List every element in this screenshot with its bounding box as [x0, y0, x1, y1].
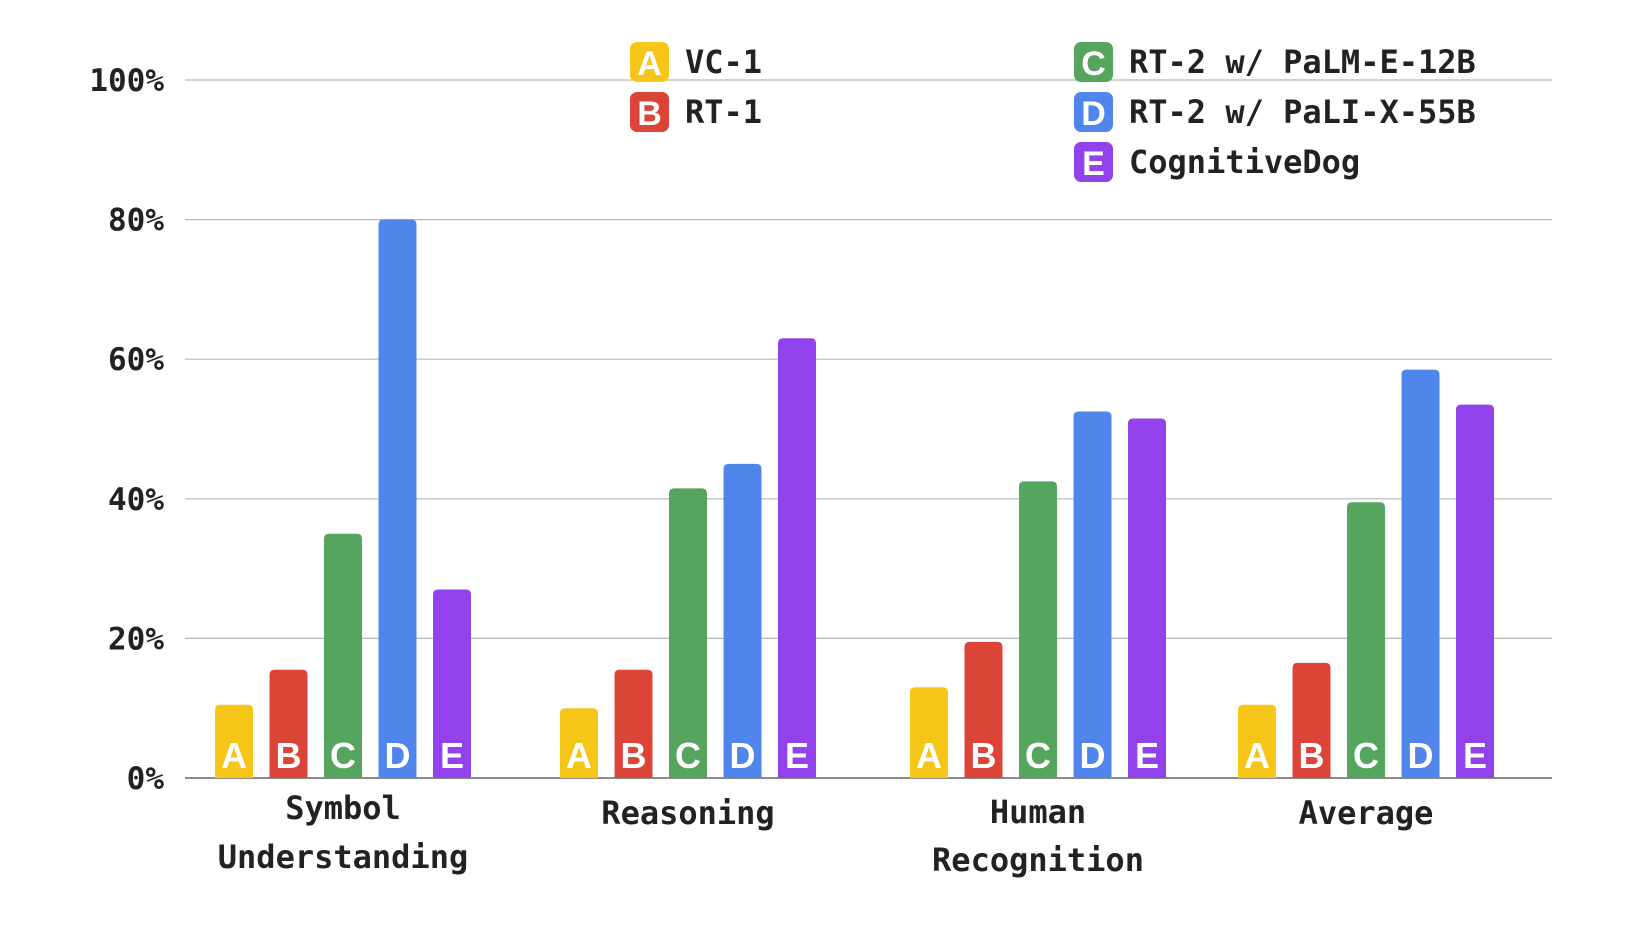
bar-d: [1401, 369, 1440, 778]
bar-letter-label: B: [621, 735, 647, 776]
bar-letter-label: C: [675, 735, 701, 776]
bar-letter-label: E: [785, 735, 809, 776]
x-category-label: Understanding: [218, 838, 468, 876]
bars: A A A AB B B BC C C CD D D DE E E E: [215, 219, 1494, 779]
legend-item: D RT-2 w/ PaLI-X-55B: [1074, 92, 1476, 133]
bar-b: [1292, 662, 1331, 778]
legend-item: C RT-2 w/ PaLM-E-12B: [1074, 42, 1476, 83]
bar-e: [1456, 404, 1494, 778]
x-category-label: Reasoning: [601, 794, 774, 832]
legend-label: CognitiveDog: [1129, 143, 1360, 181]
bar-c: [324, 533, 362, 778]
bar-letter-label: A: [566, 735, 592, 776]
bar-d: [723, 463, 762, 778]
legend-item: A VC-1: [630, 42, 762, 83]
legend-label: RT-2 w/ PaLI-X-55B: [1129, 93, 1476, 131]
bar-a: [910, 687, 948, 778]
bar-b: [269, 669, 308, 778]
legend-swatch: [630, 42, 669, 82]
bar-letter-label: C: [1353, 735, 1379, 776]
bar-letter-label: A: [1244, 735, 1270, 776]
legend-swatch: [630, 92, 669, 132]
bar-d: [1073, 411, 1112, 778]
x-category-label: Recognition: [932, 841, 1144, 879]
bar-b: [964, 641, 1003, 778]
bar-letter-label: E: [1135, 735, 1159, 776]
legend-swatch: [1074, 142, 1113, 182]
x-category-label: Average: [1299, 794, 1434, 832]
bar-letter-label: B: [971, 735, 997, 776]
bar-c: [1347, 502, 1385, 778]
legend-key-letter: E: [1082, 145, 1105, 183]
bar-b: [614, 669, 653, 778]
legend-swatch: [1074, 42, 1113, 82]
bar-letter-label: D: [730, 735, 756, 776]
bar-letter-label: B: [1299, 735, 1325, 776]
legend-key-letter: A: [637, 45, 662, 83]
legend: A VC-1 B RT-1 C RT-2 w/ PaLM-E-12B D RT-2 w/ Pa…: [630, 42, 1476, 183]
bar-letter-label: D: [1408, 735, 1434, 776]
x-category-label: Symbol: [285, 789, 401, 827]
bar-letter-label: C: [330, 735, 356, 776]
legend-key-letter: D: [1081, 95, 1106, 133]
x-axis-labels: Symbol Understanding Reasoning Human Recogni…: [218, 789, 1434, 879]
y-tick-label: 60%: [108, 342, 164, 378]
legend-item: E CognitiveDog: [1074, 142, 1360, 183]
bar-letter-label: A: [916, 735, 942, 776]
bar-a: [215, 704, 253, 778]
bar-c: [669, 488, 707, 778]
bar-letter-label: A: [221, 735, 247, 776]
bar-a: [560, 708, 598, 778]
y-tick-label: 0%: [127, 761, 165, 797]
bar-letter-label: D: [1080, 735, 1106, 776]
y-tick-label: 80%: [108, 203, 164, 239]
y-tick-label: 100%: [89, 63, 164, 99]
bar-letter-label: D: [385, 735, 411, 776]
legend-label: VC-1: [685, 43, 762, 81]
bar-e: [1128, 418, 1166, 778]
bar-letter-label: B: [276, 735, 302, 776]
y-axis-ticks: 0% 20% 40% 60% 80% 100%: [89, 63, 164, 797]
bar-e: [433, 589, 471, 778]
legend-label: RT-1: [685, 93, 762, 131]
bar-c: [1019, 481, 1057, 778]
legend-label: RT-2 w/ PaLM-E-12B: [1129, 43, 1476, 81]
y-tick-label: 40%: [108, 482, 164, 518]
legend-swatch: [1074, 92, 1113, 132]
bar-d: [378, 219, 417, 779]
y-tick-label: 20%: [108, 621, 164, 657]
legend-key-letter: B: [637, 95, 662, 133]
bar-letter-label: E: [440, 735, 464, 776]
bar-e: [778, 338, 816, 778]
bar-a: [1238, 704, 1276, 778]
bar-letter-label: E: [1463, 735, 1487, 776]
x-category-label: Human: [990, 793, 1086, 831]
legend-item: B RT-1: [630, 92, 762, 133]
legend-key-letter: C: [1081, 45, 1106, 83]
bar-letter-label: C: [1025, 735, 1051, 776]
